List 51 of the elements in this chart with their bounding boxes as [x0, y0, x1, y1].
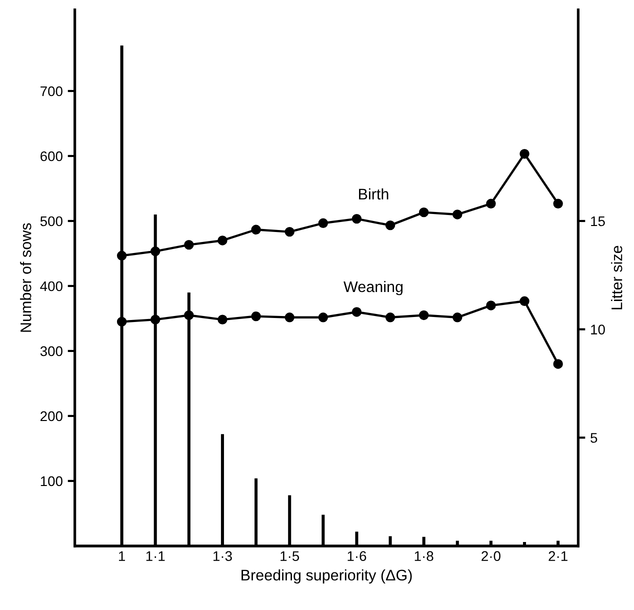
point: [520, 148, 530, 159]
point: [318, 218, 328, 228]
point: [452, 312, 462, 322]
x-axis-title: Breeding superiority (ΔG): [242, 569, 412, 584]
point: [218, 236, 228, 246]
y-axis-title: Number of sows: [20, 223, 32, 332]
y-tick-label: 100: [40, 476, 62, 486]
x-tick-label: 1·5: [280, 551, 300, 562]
point: [284, 312, 294, 322]
point: [284, 226, 294, 237]
point: [385, 220, 396, 230]
y2-tick-label: 10: [591, 324, 605, 334]
point: [418, 207, 429, 218]
y-tick-label: 300: [40, 346, 62, 356]
point: [352, 307, 362, 317]
x-tick-label: 2·0: [482, 551, 500, 562]
point: [553, 359, 563, 369]
y2-axis-title: Litter size: [611, 246, 622, 310]
point: [486, 198, 496, 209]
point: [553, 198, 563, 209]
y2-tick-label: 5: [590, 433, 598, 443]
y-tick-label: 200: [40, 411, 62, 422]
point: [116, 250, 127, 261]
point: [251, 224, 261, 235]
point: [184, 240, 194, 250]
x-tick-label: 1·1: [146, 551, 165, 561]
x-tick-label: 1·8: [414, 551, 434, 562]
x-tick-label: 1: [118, 551, 125, 561]
y-tick-label: 400: [40, 281, 62, 292]
point: [150, 314, 160, 324]
point: [418, 310, 429, 320]
point: [184, 310, 194, 320]
point: [452, 210, 462, 220]
point: [318, 312, 328, 322]
y-tick-label: 500: [40, 216, 62, 226]
series-label: Birth: [359, 188, 388, 200]
point: [150, 246, 160, 256]
point: [520, 296, 530, 306]
y-tick-label: 700: [40, 86, 62, 96]
y2-tick-label: 15: [591, 216, 605, 226]
point: [218, 314, 228, 324]
point: [352, 214, 362, 224]
point: [116, 316, 127, 327]
x-tick-label: 1·6: [348, 551, 366, 562]
x-tick-label: 2·1: [548, 551, 568, 561]
point: [385, 312, 396, 322]
series-label: Weaning: [344, 280, 403, 296]
point: [251, 311, 261, 322]
y-tick-label: 600: [40, 151, 62, 162]
x-tick-label: 1·3: [214, 551, 232, 562]
point: [486, 300, 496, 310]
